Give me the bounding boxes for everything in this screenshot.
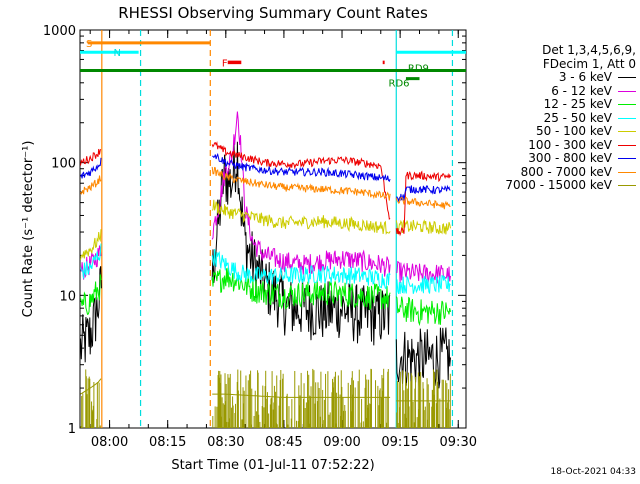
- legend-label: 300 - 800 keV: [528, 151, 612, 165]
- annotation-rd9: RD9: [408, 64, 429, 75]
- legend-swatch: [618, 144, 636, 146]
- legend-entry: 300 - 800 keV: [486, 151, 636, 166]
- legend-label: 7000 - 15000 keV: [505, 178, 612, 192]
- y-tick-label: 100: [51, 157, 76, 172]
- series-line: [80, 274, 102, 315]
- series-line: [211, 141, 391, 346]
- legend-swatch: [618, 158, 636, 160]
- series-line: [211, 141, 391, 220]
- legend-entry: 100 - 300 keV: [486, 137, 636, 153]
- series-line: [80, 157, 102, 179]
- legend-label: 3 - 6 keV: [558, 70, 612, 84]
- series-line: [80, 148, 102, 166]
- series-line: [395, 219, 451, 235]
- series-line: [395, 274, 451, 294]
- legend-entry: 6 - 12 keV: [486, 83, 636, 99]
- x-tick-label: 09:30: [440, 435, 477, 450]
- x-axis-label: Start Time (01-Jul-11 07:52:22): [171, 458, 374, 473]
- series-line: [80, 175, 102, 195]
- x-tick-label: 09:15: [381, 435, 418, 450]
- legend-entry: 25 - 50 keV: [486, 110, 636, 126]
- legend: Det 1,3,4,5,6,9, FDecim 1, Att 0 3 - 6 k…: [486, 43, 636, 193]
- series-line: [395, 296, 451, 327]
- footer-date: 18-Oct-2021 04:33: [550, 467, 636, 477]
- legend-entry: 800 - 7000 keV: [486, 164, 636, 180]
- annotation-rd6: RD6: [389, 79, 410, 90]
- legend-entry: 50 - 100 keV: [486, 124, 636, 139]
- series-line: [395, 327, 451, 389]
- legend-swatch: [618, 185, 636, 187]
- y-tick-label: 10: [59, 289, 76, 304]
- legend-label: 50 - 100 keV: [535, 124, 612, 138]
- legend-label: 25 - 50 keV: [543, 110, 612, 125]
- series-line: [80, 229, 102, 260]
- series-line: [211, 248, 391, 289]
- x-tick-label: 08:30: [207, 435, 244, 450]
- x-tick-label: 08:15: [149, 435, 186, 450]
- annotation-s: S: [86, 39, 92, 50]
- annotation-f: F: [222, 58, 228, 69]
- legend-label: 12 - 25 keV: [543, 97, 612, 111]
- series-line: [395, 196, 451, 210]
- x-tick-label: 08:45: [265, 435, 302, 450]
- series-line: [80, 378, 102, 395]
- x-tick-label: 08:00: [91, 435, 128, 450]
- series-line: [211, 166, 391, 201]
- legend-swatch: [618, 117, 636, 119]
- legend-header-decimation: FDecim 1, Att 0: [542, 56, 636, 71]
- legend-label: 800 - 7000 keV: [520, 164, 612, 179]
- series-line: [396, 260, 451, 284]
- annotation-n: N: [113, 48, 120, 59]
- y-tick-label: 1000: [43, 24, 76, 39]
- legend-label: 6 - 12 keV: [551, 83, 612, 98]
- legend-swatch: [618, 77, 636, 79]
- legend-swatch: [618, 131, 636, 133]
- legend-entry: 3 - 6 keV: [486, 70, 636, 85]
- y-tick-label: 1: [68, 422, 76, 437]
- series-line: [80, 243, 102, 279]
- legend-entry: 12 - 25 keV: [486, 97, 636, 112]
- x-tick-label: 09:00: [323, 435, 360, 450]
- legend-header-detectors: Det 1,3,4,5,6,9,: [542, 43, 636, 57]
- series-line: [211, 267, 391, 311]
- series-line: [80, 266, 102, 363]
- series-line: [395, 184, 451, 203]
- chart-title: RHESSI Observing Summary Count Rates: [118, 4, 428, 22]
- legend-swatch: [618, 90, 636, 92]
- y-axis-label: Count Rate (s⁻¹ detector⁻¹): [21, 141, 36, 318]
- legend-entry: 7000 - 15000 keV: [486, 178, 636, 193]
- legend-swatch: [618, 171, 636, 173]
- legend-label: 100 - 300 keV: [528, 137, 612, 152]
- series-line: [211, 199, 391, 235]
- series-line: [212, 152, 391, 183]
- legend-swatch: [618, 104, 636, 106]
